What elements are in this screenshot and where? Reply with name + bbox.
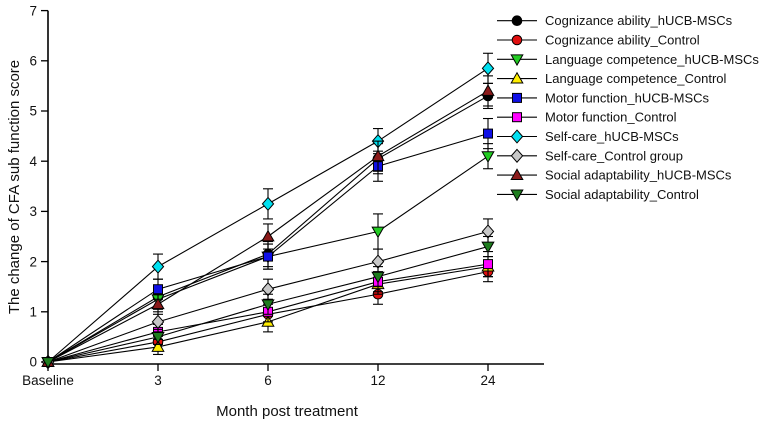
legend-label: Motor function_hUCB-MSCs <box>545 90 709 105</box>
legend-label: Self-care_Control group <box>545 148 683 163</box>
series-self-care-hucb-mscs <box>41 52 495 370</box>
y-tick-label: 2 <box>29 254 37 269</box>
legend-label: Social adaptability_Control <box>545 187 699 202</box>
legend-item-social-adaptability-hucb-mscs: Social adaptability_hUCB-MSCs <box>497 168 732 183</box>
x-tick-label: Baseline <box>22 373 74 388</box>
legend-item-motor-function-control: Motor function_Control <box>497 110 677 125</box>
y-tick-label: 7 <box>29 3 37 18</box>
legend-label: Language competence_hUCB-MSCs <box>545 52 759 67</box>
y-tick-label: 0 <box>29 355 37 370</box>
legend-item-social-adaptability-control: Social adaptability_Control <box>497 187 699 202</box>
legend-label: Motor function_Control <box>545 110 677 125</box>
y-tick-label: 1 <box>29 305 37 320</box>
legend-label: Cognizance ability_hUCB-MSCs <box>545 13 733 28</box>
series-social-adaptability-control <box>41 235 495 369</box>
x-tick-label: 12 <box>370 373 385 388</box>
y-tick-label: 4 <box>29 154 37 169</box>
y-tick-label: 3 <box>29 204 37 219</box>
y-tick-label: 5 <box>29 104 37 119</box>
x-tick-label: 3 <box>154 373 162 388</box>
y-tick-label: 6 <box>29 54 37 69</box>
x-tick-label: 6 <box>264 373 272 388</box>
legend-item-motor-function-hucb-mscs: Motor function_hUCB-MSCs <box>497 90 709 105</box>
x-axis-title: Month post treatment <box>216 403 358 420</box>
series-self-care-control-group <box>41 218 495 370</box>
x-tick-label: 24 <box>480 373 496 388</box>
legend-label: Language competence_Control <box>545 71 727 86</box>
legend-item-language-competence-hucb-mscs: Language competence_hUCB-MSCs <box>497 52 759 67</box>
legend-label: Cognizance ability_Control <box>545 33 700 48</box>
legend-item-cognizance-ability-hucb-mscs: Cognizance ability_hUCB-MSCs <box>497 13 733 28</box>
legend-item-language-competence-control: Language competence_Control <box>497 71 727 86</box>
legend-label: Social adaptability_hUCB-MSCs <box>545 168 732 183</box>
y-axis-title: The change of CFA sub function score <box>6 59 23 315</box>
legend-item-self-care-hucb-mscs: Self-care_hUCB-MSCs <box>497 129 679 144</box>
legend-item-self-care-control-group: Self-care_Control group <box>497 148 683 163</box>
legend-item-cognizance-ability-control: Cognizance ability_Control <box>497 33 700 48</box>
legend-label: Self-care_hUCB-MSCs <box>545 129 679 144</box>
legend: Cognizance ability_hUCB-MSCs Cognizance a… <box>497 13 759 202</box>
